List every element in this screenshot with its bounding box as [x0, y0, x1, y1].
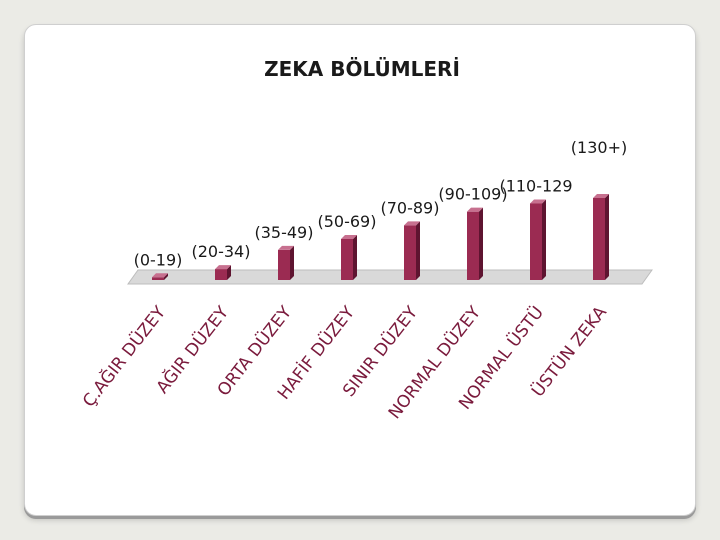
data-label: (70-89) [381, 198, 440, 217]
data-label: (110-129 [499, 176, 572, 195]
bar-1 [152, 273, 168, 280]
bar-side [227, 265, 231, 280]
bar-side [290, 245, 294, 280]
bar-front [530, 203, 542, 280]
bar-side [164, 273, 168, 280]
bar-3 [278, 245, 294, 280]
data-label: (35-49) [255, 223, 314, 242]
bar-top [593, 194, 609, 198]
data-label: (130+) [571, 138, 627, 157]
data-label: (0-19) [134, 250, 183, 269]
bar-top [215, 265, 231, 270]
bar-front [341, 239, 353, 280]
bar-side [479, 207, 483, 280]
bar-top [404, 221, 420, 226]
bar-8 [593, 194, 609, 280]
bar-side [542, 199, 546, 280]
bar-front [152, 277, 164, 280]
bar-side [416, 221, 420, 280]
chart-floor [127, 269, 653, 285]
bar-top [278, 245, 294, 250]
bar-7 [530, 199, 546, 280]
data-label: (90-109) [438, 185, 507, 204]
bar-front [467, 211, 479, 280]
bar-6 [467, 207, 483, 280]
bar-top [530, 199, 546, 204]
bar-side [353, 235, 357, 280]
bar-top [467, 207, 483, 212]
bar-5 [404, 221, 420, 280]
bar-4 [341, 235, 357, 280]
bar-front [215, 269, 227, 280]
bar-2 [215, 265, 231, 280]
data-label: (20-34) [192, 242, 251, 261]
bar-front [593, 198, 605, 280]
bar-side [605, 194, 609, 280]
data-label: (50-69) [318, 212, 377, 231]
bar-front [404, 225, 416, 280]
chart-title: ZEKA BÖLÜMLERİ [264, 57, 460, 81]
bar-front [278, 249, 290, 280]
bar-top [341, 235, 357, 239]
bar-top [152, 273, 168, 278]
category-label: Ç.AĞIR DÜZEY [77, 301, 170, 411]
